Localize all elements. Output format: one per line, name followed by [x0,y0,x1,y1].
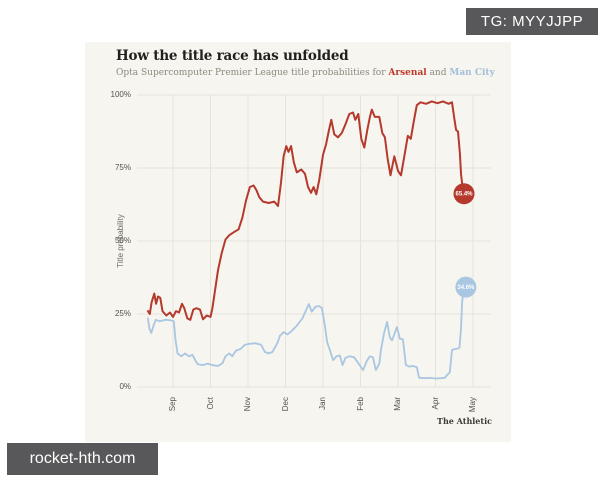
subtitle-conjunction: and [426,68,450,78]
x-tick-label: Sep [168,397,177,412]
x-tick-label: Jan [318,397,327,410]
arsenal-end-label: 65.4% [455,192,473,198]
y-tick-label: 75% [114,163,131,172]
chart-card: How the title race has unfolded Opta Sup… [85,42,511,442]
chart-title: How the title race has unfolded [116,48,349,64]
y-tick-label: 100% [110,90,131,99]
arsenal-end-dot [453,183,475,205]
title-probability-line-chart: 65.4% 34.6% [137,94,491,388]
watermark-url: rocket-hth.com [7,443,158,475]
y-tick-label: 25% [114,309,131,318]
y-tick-label: 0% [119,382,131,391]
x-tick-label: Feb [355,397,365,411]
x-tick-label: Nov [243,397,252,412]
subtitle-prefix: Opta Supercomputer Premier League title … [116,68,389,78]
tg-code-badge: TG: MYYJJPP [466,8,598,35]
man-city-end-dot [455,276,477,298]
man-city-end-label: 34.6% [457,285,475,291]
credit-the-athletic: The Athletic [437,416,492,426]
subtitle-team-arsenal: Arsenal [388,68,427,78]
man-city-line [147,294,464,380]
arsenal-line [146,100,464,321]
chart-subtitle: Opta Supercomputer Premier League title … [116,68,495,78]
y-tick-label: 50% [114,236,131,245]
subtitle-team-man-city: Man City [449,68,495,78]
x-tick-label: Dec [280,397,290,412]
x-tick-label: Mar [393,397,402,411]
x-tick-label: Oct [205,397,215,410]
